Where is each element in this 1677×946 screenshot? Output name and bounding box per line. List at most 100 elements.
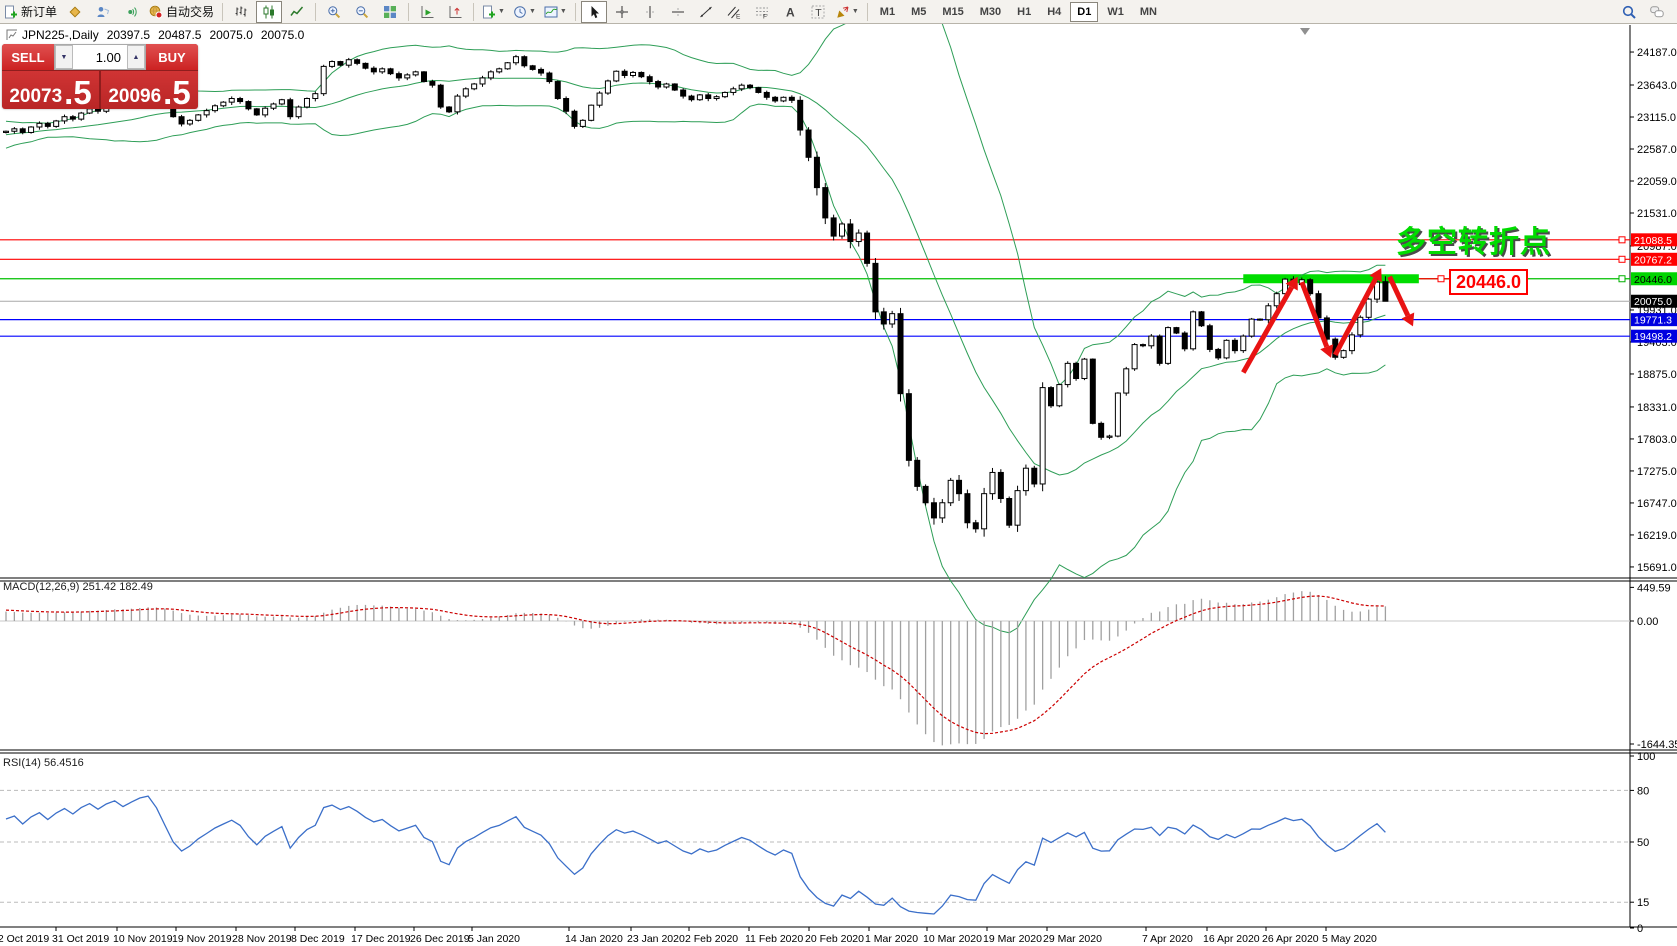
cursor-button[interactable] [580,0,607,23]
horizontal-line-button[interactable] [665,1,691,23]
price-tick-label: 17803.0 [1637,434,1677,446]
candlestick-chart-button[interactable] [256,0,283,23]
turning-point-annotation: 多空转折点 [1396,226,1551,259]
sell-button[interactable]: SELL [2,44,54,70]
fibonacci-button[interactable]: F [749,1,775,23]
zoom-in-button[interactable] [321,1,347,23]
candle-body [1081,358,1088,380]
line-chart-button[interactable] [284,1,310,23]
timeframe-h4-button[interactable]: H4 [1047,5,1062,18]
search-button[interactable] [1616,1,1642,23]
chart-canvas[interactable]: 24187.0 23643.0 23115.0 22587.0 22059.0 21531… [0,23,1677,946]
new-chart-button[interactable]: ▼ [479,1,508,23]
trend-arrows[interactable] [1241,268,1415,374]
zoom-out-button[interactable] [349,1,375,23]
bollinger-bands [5,23,1386,634]
candle-body [1315,293,1322,319]
sell-price[interactable]: 20073 .5 [2,71,101,109]
timeframe-h1-button[interactable]: H1 [1017,5,1032,18]
new-order-button[interactable]: 新订单 [1,1,60,23]
horizontal-line-objects[interactable] [0,236,1630,337]
signals-button[interactable] [118,1,144,23]
date-tick-label: 17 Dec 2019 [351,933,411,945]
candle-body [571,110,578,127]
date-tick-label: 14 Jan 2020 [565,933,623,945]
candle-body [1198,311,1205,327]
candle-body [379,68,386,73]
timeframe-d1-button[interactable]: D1 [1070,1,1099,22]
equidistant-channel-button[interactable]: E [721,1,747,23]
line-handle[interactable] [1618,275,1626,283]
crosshair-button[interactable] [609,1,635,23]
buy-button[interactable]: BUY [146,44,198,70]
bollinger-upper [5,23,1386,387]
candle-body [454,95,461,113]
price-tick-label: 16219.0 [1637,530,1677,542]
buy-price[interactable]: 20096 .5 [101,71,198,109]
profile-button[interactable] [90,1,116,23]
candle-body [889,313,896,325]
candle-body [1223,339,1230,359]
date-tick-label: 1 Mar 2020 [865,933,918,945]
candle-body [788,96,795,101]
candle-body [195,114,202,121]
svg-text:19771.3: 19771.3 [1634,315,1672,327]
candle-body [1248,318,1255,337]
candle-body [939,502,946,519]
price-badge-19498.2: 19498.2 [1631,329,1677,343]
candle-body [579,119,586,127]
candle-body [997,471,1004,500]
price-tick-label: 17275.0 [1637,466,1677,478]
candle-body [947,479,954,504]
candle-body [1265,305,1272,321]
auto-scroll-button[interactable] [414,1,440,23]
chart-window-icon [6,29,17,40]
arrows-button[interactable]: ▼ [833,1,862,23]
candle-body [763,91,770,98]
autotrading-button[interactable]: 自动交易 [146,1,217,23]
chat-button[interactable] [1644,1,1670,23]
tile-windows-button[interactable] [377,1,403,23]
candle-body [496,68,503,73]
trend-arrow-line [1387,275,1411,317]
candle-body [554,81,561,100]
level-price-label[interactable]: 20446.0 [1449,269,1529,295]
toolbar-separator [315,2,317,21]
chart-shift-marker[interactable] [1300,28,1310,35]
timeframe-m15-button[interactable]: M15 [942,5,964,18]
chart-background[interactable] [0,23,1677,946]
market-watch-button[interactable] [62,1,88,23]
vertical-line-button[interactable] [637,1,663,23]
candle-body [1064,362,1071,386]
timeframe-w1-button[interactable]: W1 [1107,5,1124,18]
candle-body [880,311,887,325]
timeframe-mn-button[interactable]: MN [1139,5,1157,18]
chart-shift-button[interactable] [442,1,468,23]
text-label-button[interactable]: T [805,1,831,23]
candle-body [237,98,244,103]
text-button[interactable]: A [777,1,803,23]
candle-body [395,73,402,79]
candle-body [1006,498,1013,526]
bar-chart-button[interactable] [228,1,254,23]
trend-arrow-head [1401,312,1415,327]
date-tick-label: 10 Mar 2020 [923,933,982,945]
candle-body [487,71,494,79]
timeframe-m5-button[interactable]: M5 [911,5,927,18]
price-tick-label: 24187.0 [1637,47,1677,59]
templates-button[interactable]: ▼ [541,1,570,23]
line-handle[interactable] [1437,275,1445,283]
volume-input[interactable]: 1.00 [73,45,127,69]
candle-body [839,223,845,237]
line-handle[interactable] [1618,236,1626,244]
timeframe-m30-button[interactable]: M30 [979,5,1002,18]
date-tick-label: 16 Apr 2020 [1203,933,1260,945]
line-handle[interactable] [1618,255,1626,263]
timeframe-m1-button[interactable]: M1 [879,5,896,18]
periods-button[interactable]: ▼ [510,1,539,23]
resistance-segment[interactable] [1243,274,1419,284]
volume-increase-button[interactable]: ▲ [127,45,145,69]
trendline-button[interactable] [693,1,719,23]
volume-decrease-button[interactable]: ▼ [55,45,73,69]
